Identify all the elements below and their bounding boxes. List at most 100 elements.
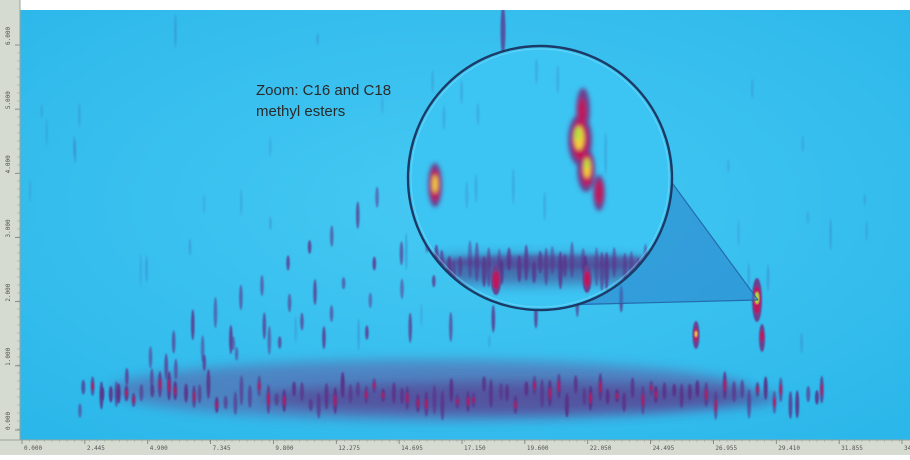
x-tick-label: 22.050 [590,445,612,452]
streak-mark [400,278,404,299]
band-peak-core [416,399,420,408]
zoom-streak [594,247,599,287]
band-peak-core [125,389,128,397]
faint-streak [269,136,272,156]
streak-mark [286,255,290,271]
streak-mark [287,293,292,313]
faint-streak [45,118,48,146]
band-peak [788,391,793,419]
faint-streak [431,69,434,94]
band-peak [582,387,587,406]
band-peak [662,382,667,400]
zoom-peak-band-2 [582,265,592,293]
faint-streak [239,189,243,216]
faint-streak [751,79,754,99]
x-tick-label: 7.345 [213,445,231,452]
streak-mark [368,292,373,309]
streak-mark [341,277,346,290]
band-peak-core [167,379,171,393]
band-peak-core [91,381,94,391]
band-peak [247,384,252,408]
zoom-faint-streak [476,102,480,125]
band-peak-core [599,380,602,394]
peak-c18 [692,321,700,349]
faint-streak [420,303,423,327]
zoom-streak [517,255,522,283]
zoom-peak-cluster [568,88,605,211]
x-tick-label: 34.310 [904,445,910,452]
band-peak [449,378,454,403]
band-peak-core [756,386,759,393]
band-peak-core [456,398,459,405]
band-peak [573,375,578,394]
band-peak [308,398,313,411]
faint-streak [801,135,805,153]
band-peak [672,383,677,397]
band-peak-core [192,391,196,402]
band-peak [605,388,610,405]
x-tick-label: 31.855 [841,445,863,452]
zoom-streak [467,240,473,279]
band-peak-core [615,392,619,399]
faint-streak [863,194,866,206]
zoom-faint-streak [556,65,560,94]
faint-streak [727,159,730,173]
x-tick-label: 29.410 [778,445,800,452]
zoom-faint-streak [543,191,547,221]
band-peak-core [132,396,135,404]
x-tick-label: 2.445 [87,445,105,452]
zoom-streak [562,253,568,278]
streak-mark [365,325,369,340]
band-peak-core [466,397,470,407]
annotation-line-2: methyl esters [256,103,346,120]
streak-mark [125,367,129,386]
streak-mark [313,279,317,305]
zoom-streak [481,256,487,288]
band-peak [274,393,279,406]
faint-streak [78,102,81,127]
zoom-streak [569,241,575,279]
band-peak-core [472,396,475,404]
annotation-line-1: Zoom: C16 and C18 [256,82,392,99]
band-peak [340,371,345,399]
faint-streak [766,264,770,291]
streak-mark [239,284,243,311]
faint-streak [145,255,148,283]
band-peak [488,379,493,408]
band-peak-core [589,392,592,404]
band-peak-core [215,401,218,409]
zoom-peak-left [428,163,442,207]
streak-mark [277,336,282,349]
streak-mark [260,275,264,297]
faint-streak [829,218,832,251]
band-peak [806,386,811,403]
zoom-faint-streak [474,173,478,203]
band-peak [391,382,396,404]
band-peak [524,381,529,397]
streak-mark [432,275,436,288]
band-peak [695,380,700,398]
y-tick-label: 3.000 [5,219,12,237]
y-axis-strip [0,0,20,440]
y-axis-ticks: 0.000 1.000 2.000 3.000 4.000 5.000 6.000 [5,27,20,431]
band-peak-core [425,398,428,410]
band-peak [206,369,211,399]
zoom-annotation: Zoom: C16 and C18 methyl esters [256,80,446,122]
band-peak-core [373,382,376,389]
dense-elution-band-core [260,382,780,414]
band-peak-core [705,388,708,401]
band-peak [687,383,692,401]
streak-mark [372,256,377,271]
band-peak-core [779,384,782,396]
y-tick-label: 2.000 [5,283,12,301]
y-tick-label: 1.000 [5,347,12,365]
band-peak [316,392,321,419]
band-peak-core [158,378,162,391]
band-peak-core [514,400,517,409]
zoom-streak [458,256,463,277]
streak-mark [150,368,154,390]
faint-streak [174,14,177,48]
y-tick-label: 4.000 [5,155,12,173]
faint-streak [28,179,32,203]
